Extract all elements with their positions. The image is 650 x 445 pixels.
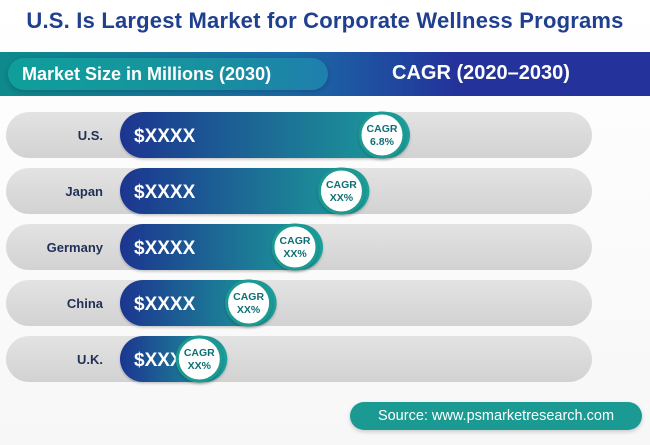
category-label: U.K.: [77, 352, 103, 367]
market-size-header-label: Market Size in Millions (2030): [22, 64, 272, 84]
value-label: $XXXX: [134, 182, 196, 203]
value-label: $XXXX: [134, 126, 196, 147]
cagr-value: XX%: [330, 192, 354, 204]
cagr-badge: [271, 223, 319, 271]
chart-title: U.S. Is Largest Market for Corporate Wel…: [26, 8, 624, 33]
cagr-value: 6.8%: [370, 136, 395, 148]
category-label: Germany: [47, 240, 104, 255]
cagr-label: CAGR: [184, 347, 215, 359]
cagr-label: CAGR: [280, 235, 311, 247]
source-label: Source: www.psmarketresearch.com: [377, 408, 615, 424]
category-label: U.S.: [78, 128, 103, 143]
category-label: China: [67, 296, 104, 311]
source-pill: [350, 402, 642, 430]
market-size-header-pill: [8, 58, 328, 90]
cagr-value: XX%: [283, 248, 307, 260]
cagr-badge: [317, 167, 365, 215]
value-label: $XXXX: [134, 294, 196, 315]
cagr-label: CAGR: [367, 123, 398, 135]
cagr-label: CAGR: [233, 291, 264, 303]
bar: [120, 112, 410, 158]
bar: [120, 168, 370, 214]
value-label: $XXXX: [134, 238, 196, 259]
cagr-label: CAGR: [326, 179, 357, 191]
cagr-value: XX%: [188, 360, 212, 372]
cagr-badge: [175, 335, 223, 383]
cagr-badge: [225, 279, 273, 327]
cagr-value: XX%: [237, 304, 261, 316]
cagr-badge: [358, 111, 406, 159]
bar: [120, 224, 323, 270]
cagr-header-label: CAGR (2020–2030): [392, 62, 570, 84]
category-label: Japan: [65, 184, 103, 199]
